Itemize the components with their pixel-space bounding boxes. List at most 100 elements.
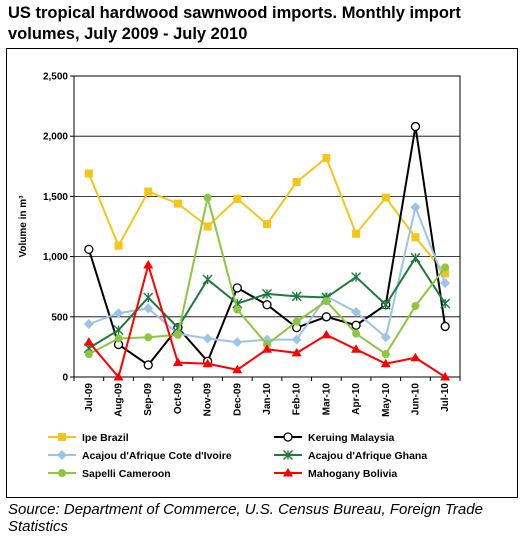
legend: Ipe Brazil Keruing Malaysia Acajou d'Afriq… [48, 432, 427, 480]
data-point [203, 222, 212, 231]
data-point [440, 298, 451, 309]
x-tick-label: Nov-09 [203, 383, 214, 417]
data-point [381, 193, 390, 202]
x-tick-label: Jul-09 [84, 383, 95, 412]
data-point [352, 329, 361, 338]
legend-label: Acajou d'Afrique Cote d'Ivoire [82, 450, 232, 462]
legend-label: Mahogany Bolivia [308, 468, 397, 480]
data-point [441, 269, 450, 278]
data-point [143, 303, 154, 314]
data-point [291, 347, 302, 357]
data-point [262, 300, 272, 310]
data-point [352, 229, 361, 238]
data-point [232, 337, 243, 348]
legend-item: Sapelli Cameroon [48, 468, 171, 480]
y-tick-label: 2,500 [43, 72, 68, 83]
data-point [84, 350, 93, 359]
data-point [410, 202, 421, 213]
data-point [143, 292, 154, 303]
data-point [144, 187, 153, 196]
data-point [83, 337, 94, 346]
data-point [440, 372, 451, 381]
data-point [440, 278, 451, 289]
data-point [380, 299, 391, 310]
x-tick-label: Oct-09 [173, 383, 184, 415]
data-point [410, 352, 421, 362]
data-point [202, 333, 213, 344]
data-point [283, 468, 293, 477]
data-point [440, 321, 450, 332]
data-point [143, 360, 153, 370]
data-point [321, 312, 332, 322]
data-point [114, 334, 123, 343]
data-point [322, 153, 331, 162]
x-tick-label: Feb-10 [292, 383, 303, 416]
x-tick-label: Mar-10 [321, 383, 332, 416]
data-point [410, 252, 421, 263]
legend-item: Ipe Brazil [48, 432, 129, 444]
data-point [263, 220, 271, 229]
y-tick-label: 1,500 [43, 192, 68, 203]
y-tick-label: 1,000 [43, 252, 68, 263]
data-point [380, 358, 391, 368]
data-point [113, 325, 124, 336]
legend-item: Keruing Malaysia [274, 432, 395, 444]
data-point [322, 297, 331, 306]
data-point [410, 121, 421, 132]
data-point [143, 260, 154, 269]
data-point [84, 169, 93, 178]
data-point [58, 469, 66, 477]
series-acajou-d-afrique-cote-d-ivoire [83, 202, 451, 348]
legend-item: Mahogany Bolivia [274, 468, 397, 480]
y-tick-label: 0 [62, 373, 68, 384]
data-point [83, 319, 94, 330]
chart-title: US tropical hardwood sawnwood imports. M… [8, 4, 461, 43]
data-point [351, 320, 361, 330]
data-point [291, 291, 302, 302]
data-point [351, 306, 362, 317]
data-point [203, 193, 212, 202]
chart-frame [6, 48, 518, 498]
series-sapelli-cameroon [84, 193, 450, 359]
legend-label: Keruing Malaysia [308, 432, 395, 444]
data-point [351, 344, 362, 353]
x-tick-label: Jun-10 [410, 383, 421, 416]
data-point [57, 450, 67, 460]
y-tick-label: 500 [51, 312, 68, 323]
data-point [351, 272, 362, 283]
x-tick-label: Dec-09 [232, 383, 243, 416]
x-tick-label: May-10 [381, 383, 392, 417]
legend-item: Acajou d'Afrique Ghana [274, 450, 427, 462]
series-mahogany-bolivia [83, 260, 451, 381]
y-axis-label: Volume in m³ [18, 195, 29, 258]
data-point [233, 194, 242, 203]
series-ipe-brazil [84, 153, 450, 278]
data-point [283, 432, 293, 442]
data-point [262, 344, 272, 353]
data-point [380, 332, 391, 343]
data-point [58, 433, 66, 441]
data-point [232, 364, 243, 374]
source-note: Source: Department of Commerce, U.S. Cen… [8, 501, 483, 535]
data-point [84, 244, 94, 255]
data-point [292, 317, 301, 326]
x-tick-label: Aug-09 [114, 383, 125, 417]
data-point [173, 199, 182, 208]
data-point [411, 233, 420, 242]
series-acajou-d-afrique-ghana [83, 252, 451, 354]
data-point [113, 308, 124, 319]
x-tick-label: Jan-10 [262, 383, 273, 415]
x-tick-label: Apr-10 [351, 383, 362, 415]
y-tick-label: 2,000 [43, 132, 68, 143]
data-point [113, 372, 124, 381]
legend-label: Acajou d'Afrique Ghana [308, 450, 427, 462]
data-point [233, 305, 242, 314]
legend-item: Acajou d'Afrique Cote d'Ivoire [48, 450, 232, 462]
legend-label: Sapelli Cameroon [82, 468, 171, 480]
data-point [232, 283, 242, 293]
x-tick-label: Jul-10 [440, 383, 451, 412]
data-point [172, 357, 183, 367]
data-point [262, 288, 272, 299]
